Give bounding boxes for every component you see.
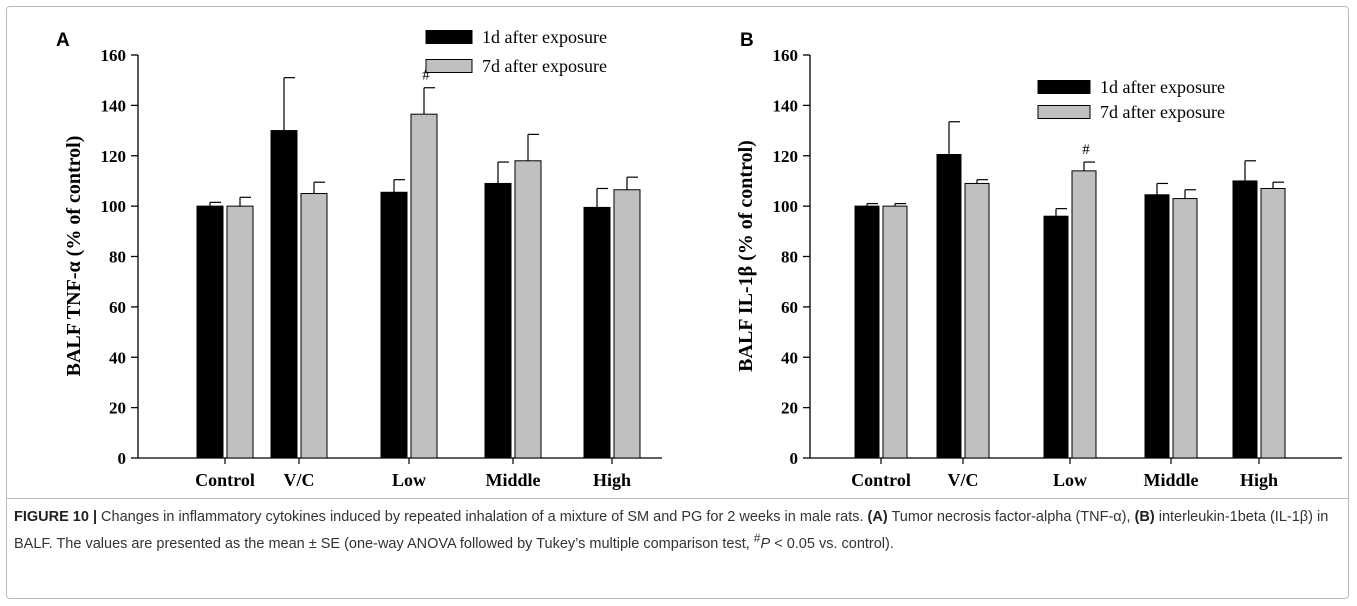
legend-swatch-7d (1037, 105, 1091, 119)
y-tick-label: 40 (781, 348, 798, 367)
caption-p-label: P (760, 535, 771, 552)
panel-letter: A (56, 30, 70, 51)
y-axis-title: BALF IL-1β (% of control) (735, 140, 757, 372)
y-tick-label: 140 (773, 96, 799, 115)
legend-label-7d: 7d after exposure (482, 56, 607, 76)
significance-mark: # (1082, 142, 1090, 158)
bar (300, 193, 328, 459)
bar (484, 182, 512, 459)
x-tick-label: Control (851, 470, 911, 490)
caption-divider (6, 498, 1349, 499)
legend-swatch-1d (425, 30, 473, 44)
x-tick-label: Control (195, 470, 255, 490)
bar (1232, 180, 1258, 459)
y-tick-label: 20 (109, 399, 126, 418)
caption-sig-mark: # (753, 531, 761, 545)
legend-swatch-7d (425, 59, 473, 73)
bar (514, 160, 542, 459)
chart-panel-b: B 0 20 40 60 80 100 120 140 160 BALF IL-1β (% of c… (735, 30, 1342, 490)
bar (380, 191, 408, 459)
x-tick-label: V/C (284, 470, 315, 490)
y-tick-label: 0 (790, 449, 799, 468)
y-tick-label: 20 (781, 399, 798, 418)
y-tick-label: 100 (773, 197, 799, 216)
caption-part-b: (B) (1134, 509, 1155, 525)
y-axis-title: BALF TNF-α (% of control) (63, 136, 85, 377)
bar (882, 205, 908, 459)
bar (964, 182, 990, 459)
bar (1260, 187, 1286, 459)
y-tick-label: 40 (109, 348, 126, 367)
y-tick-label: 100 (101, 197, 127, 216)
x-tick-label: Middle (485, 470, 540, 490)
bar (1144, 194, 1170, 459)
legend-label-1d: 1d after exposure (1100, 77, 1225, 97)
significance-mark: # (422, 68, 430, 84)
caption-label: FIGURE 10 | (14, 509, 98, 525)
bar (410, 113, 438, 459)
legend-swatch-1d (1037, 80, 1091, 94)
bar (1043, 215, 1069, 459)
y-tick-label: 80 (109, 248, 126, 267)
x-tick-label: Middle (1143, 470, 1198, 490)
x-tick-label: High (593, 470, 631, 490)
y-tick-label: 60 (109, 298, 126, 317)
bar (583, 206, 611, 459)
bar (196, 205, 224, 459)
legend-label-1d: 1d after exposure (482, 27, 607, 47)
panel-letter: B (740, 30, 754, 51)
x-tick-label: Low (392, 470, 426, 490)
y-tick-label: 120 (773, 147, 799, 166)
y-tick-label: 160 (773, 46, 799, 65)
y-tick-label: 140 (101, 96, 127, 115)
x-tick-label: V/C (948, 470, 979, 490)
caption-text-4: < 0.05 vs. control). (770, 535, 894, 552)
bar (854, 205, 880, 459)
bar (936, 153, 962, 459)
caption-part-a: (A) (867, 509, 888, 525)
caption-text-2: Tumor necrosis factor-alpha (TNF-α), (887, 509, 1135, 525)
y-tick-label: 0 (118, 449, 127, 468)
caption-text-1: Changes in inflammatory cytokines induce… (97, 509, 868, 525)
bar (226, 205, 254, 459)
bar (613, 189, 641, 459)
legend-label-7d: 7d after exposure (1100, 102, 1225, 122)
x-tick-label: Low (1053, 470, 1087, 490)
figure-caption: FIGURE 10 | Changes in inflammatory cyto… (14, 507, 1339, 555)
y-tick-label: 60 (781, 298, 798, 317)
bar (1071, 170, 1097, 459)
bar (270, 130, 298, 459)
caption-text-3: interleukin-1beta (IL-1β) in BALF. The v… (14, 509, 1329, 552)
y-tick-label: 120 (101, 147, 127, 166)
x-tick-label: High (1240, 470, 1278, 490)
chart-panel-a: A 0 20 40 60 80 100 120 140 160 BALF TNF-α (% of c… (56, 27, 662, 490)
bar (1172, 198, 1198, 459)
y-tick-label: 160 (101, 46, 127, 65)
y-tick-label: 80 (781, 248, 798, 267)
